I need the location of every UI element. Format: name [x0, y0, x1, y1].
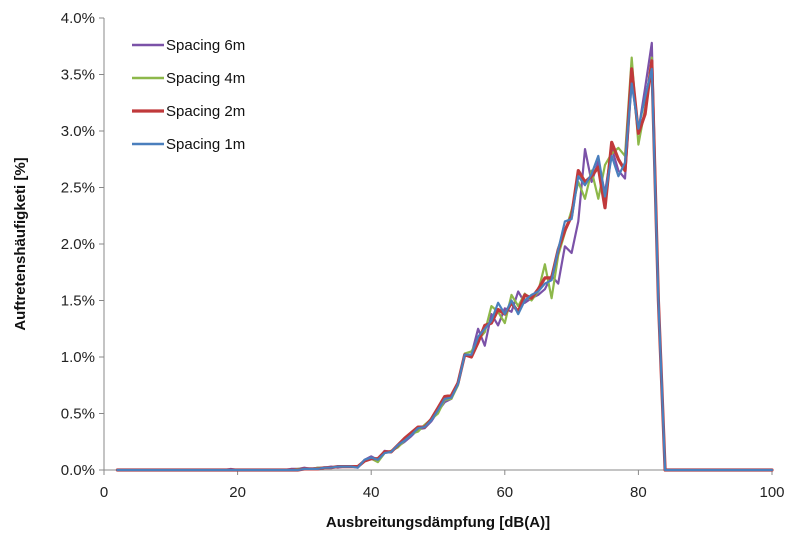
axes: 0.0% 0.5% 1.0% 1.5% 2.0% 2.5% 3.0% 3.5% 4.0% 0 20 4…	[61, 10, 785, 501]
series-line-spacing-2m	[115, 59, 774, 472]
y-tick-label: 1.5%	[61, 293, 95, 310]
y-tick-label: 3.0%	[61, 123, 95, 140]
x-tick-label: 60	[496, 484, 513, 501]
y-tick-label: 1.0%	[61, 349, 95, 366]
legend-label: Spacing 2m	[166, 103, 245, 120]
x-axis-title: Ausbreitungsdämpfung [dB(A)]	[326, 514, 550, 531]
y-tick-label: 2.0%	[61, 236, 95, 253]
x-tick-label: 40	[363, 484, 380, 501]
legend-label: Spacing 1m	[166, 136, 245, 153]
y-tick-label: 2.5%	[61, 180, 95, 197]
y-tick-label: 4.0%	[61, 10, 95, 27]
legend-label: Spacing 6m	[166, 37, 245, 54]
legend: Spacing 6m Spacing 4m Spacing 2m Spacing 1m	[132, 37, 245, 153]
legend-label: Spacing 4m	[166, 70, 245, 87]
x-tick-label: 100	[759, 484, 784, 501]
y-tick-label: 3.5%	[61, 67, 95, 84]
x-tick-label: 80	[630, 484, 647, 501]
y-tick-label: 0.5%	[61, 406, 95, 423]
series-line-spacing-1m	[116, 67, 774, 472]
x-tick-label: 20	[229, 484, 246, 501]
y-axis-title: Auftretenshäufigketi [%]	[12, 157, 29, 330]
x-tick-label: 0	[100, 484, 108, 501]
series-group	[115, 41, 774, 472]
y-tick-label: 0.0%	[61, 462, 95, 479]
